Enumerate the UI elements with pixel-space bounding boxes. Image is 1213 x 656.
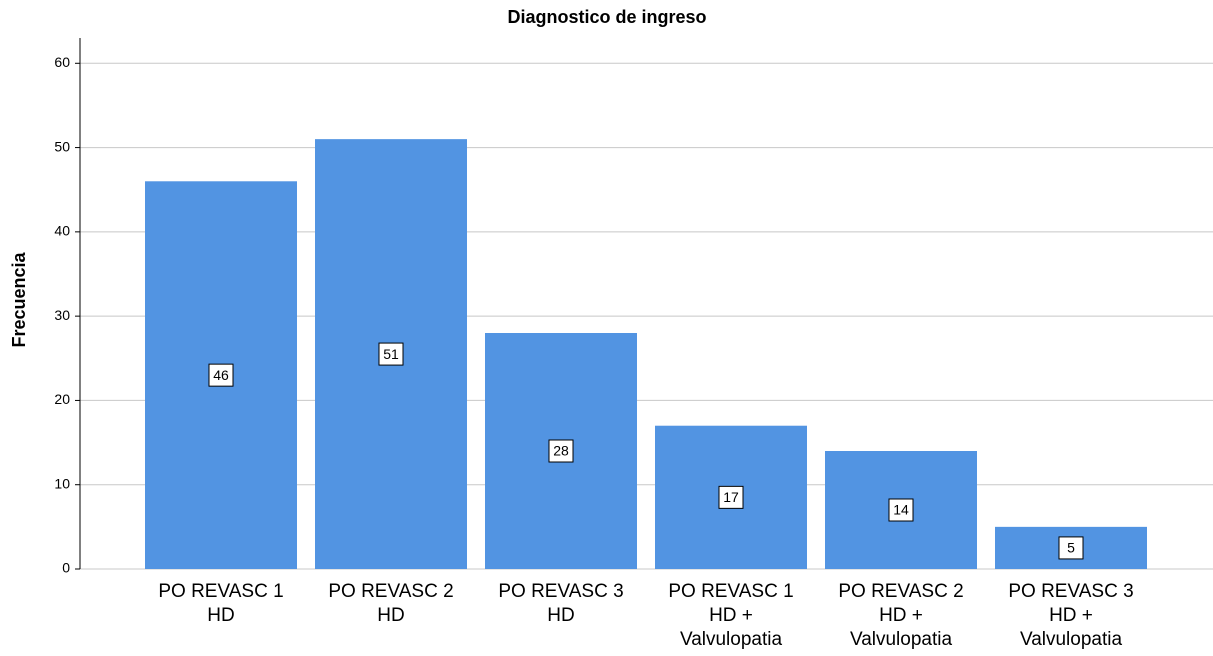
x-tick-label: PO REVASC 1 [158, 581, 283, 602]
value-label-box [208, 363, 234, 387]
value-label: 28 [553, 443, 569, 459]
value-label-box [548, 439, 574, 463]
x-tick-label: Valvulopatia [680, 629, 783, 650]
y-tick-label: 0 [62, 560, 70, 576]
x-tick-label: Valvulopatia [1020, 629, 1123, 650]
x-tick-label: HD [547, 605, 574, 626]
x-tick-label: PO REVASC 3 [1008, 581, 1133, 602]
chart-title: Diagnostico de ingreso [507, 7, 706, 27]
y-tick-label: 50 [54, 138, 70, 154]
y-axis-label: Frecuencia [9, 251, 29, 347]
y-tick-label: 20 [54, 391, 70, 407]
value-label: 46 [213, 367, 229, 383]
y-tick-label: 10 [54, 475, 70, 491]
value-label-box [718, 485, 744, 509]
x-tick-label: HD [377, 605, 404, 626]
y-tick-label: 30 [54, 307, 70, 323]
value-label: 5 [1067, 540, 1075, 556]
x-tick-label: Valvulopatia [850, 629, 953, 650]
value-label-box [378, 342, 404, 366]
value-label-box [888, 498, 914, 522]
x-tick-label: PO REVASC 2 [328, 581, 453, 602]
value-label: 14 [893, 502, 909, 518]
y-tick-label: 40 [54, 223, 70, 239]
x-tick-label: HD [207, 605, 234, 626]
value-label: 17 [723, 489, 739, 505]
value-label: 51 [383, 346, 399, 362]
x-tick-label: HD + [1049, 605, 1093, 626]
value-label-box [1058, 536, 1084, 560]
x-tick-label: PO REVASC 3 [498, 581, 623, 602]
x-tick-label: HD + [709, 605, 753, 626]
x-tick-label: PO REVASC 1 [668, 581, 793, 602]
x-tick-label: HD + [879, 605, 923, 626]
x-tick-label: PO REVASC 2 [838, 581, 963, 602]
y-tick-label: 60 [54, 54, 70, 70]
